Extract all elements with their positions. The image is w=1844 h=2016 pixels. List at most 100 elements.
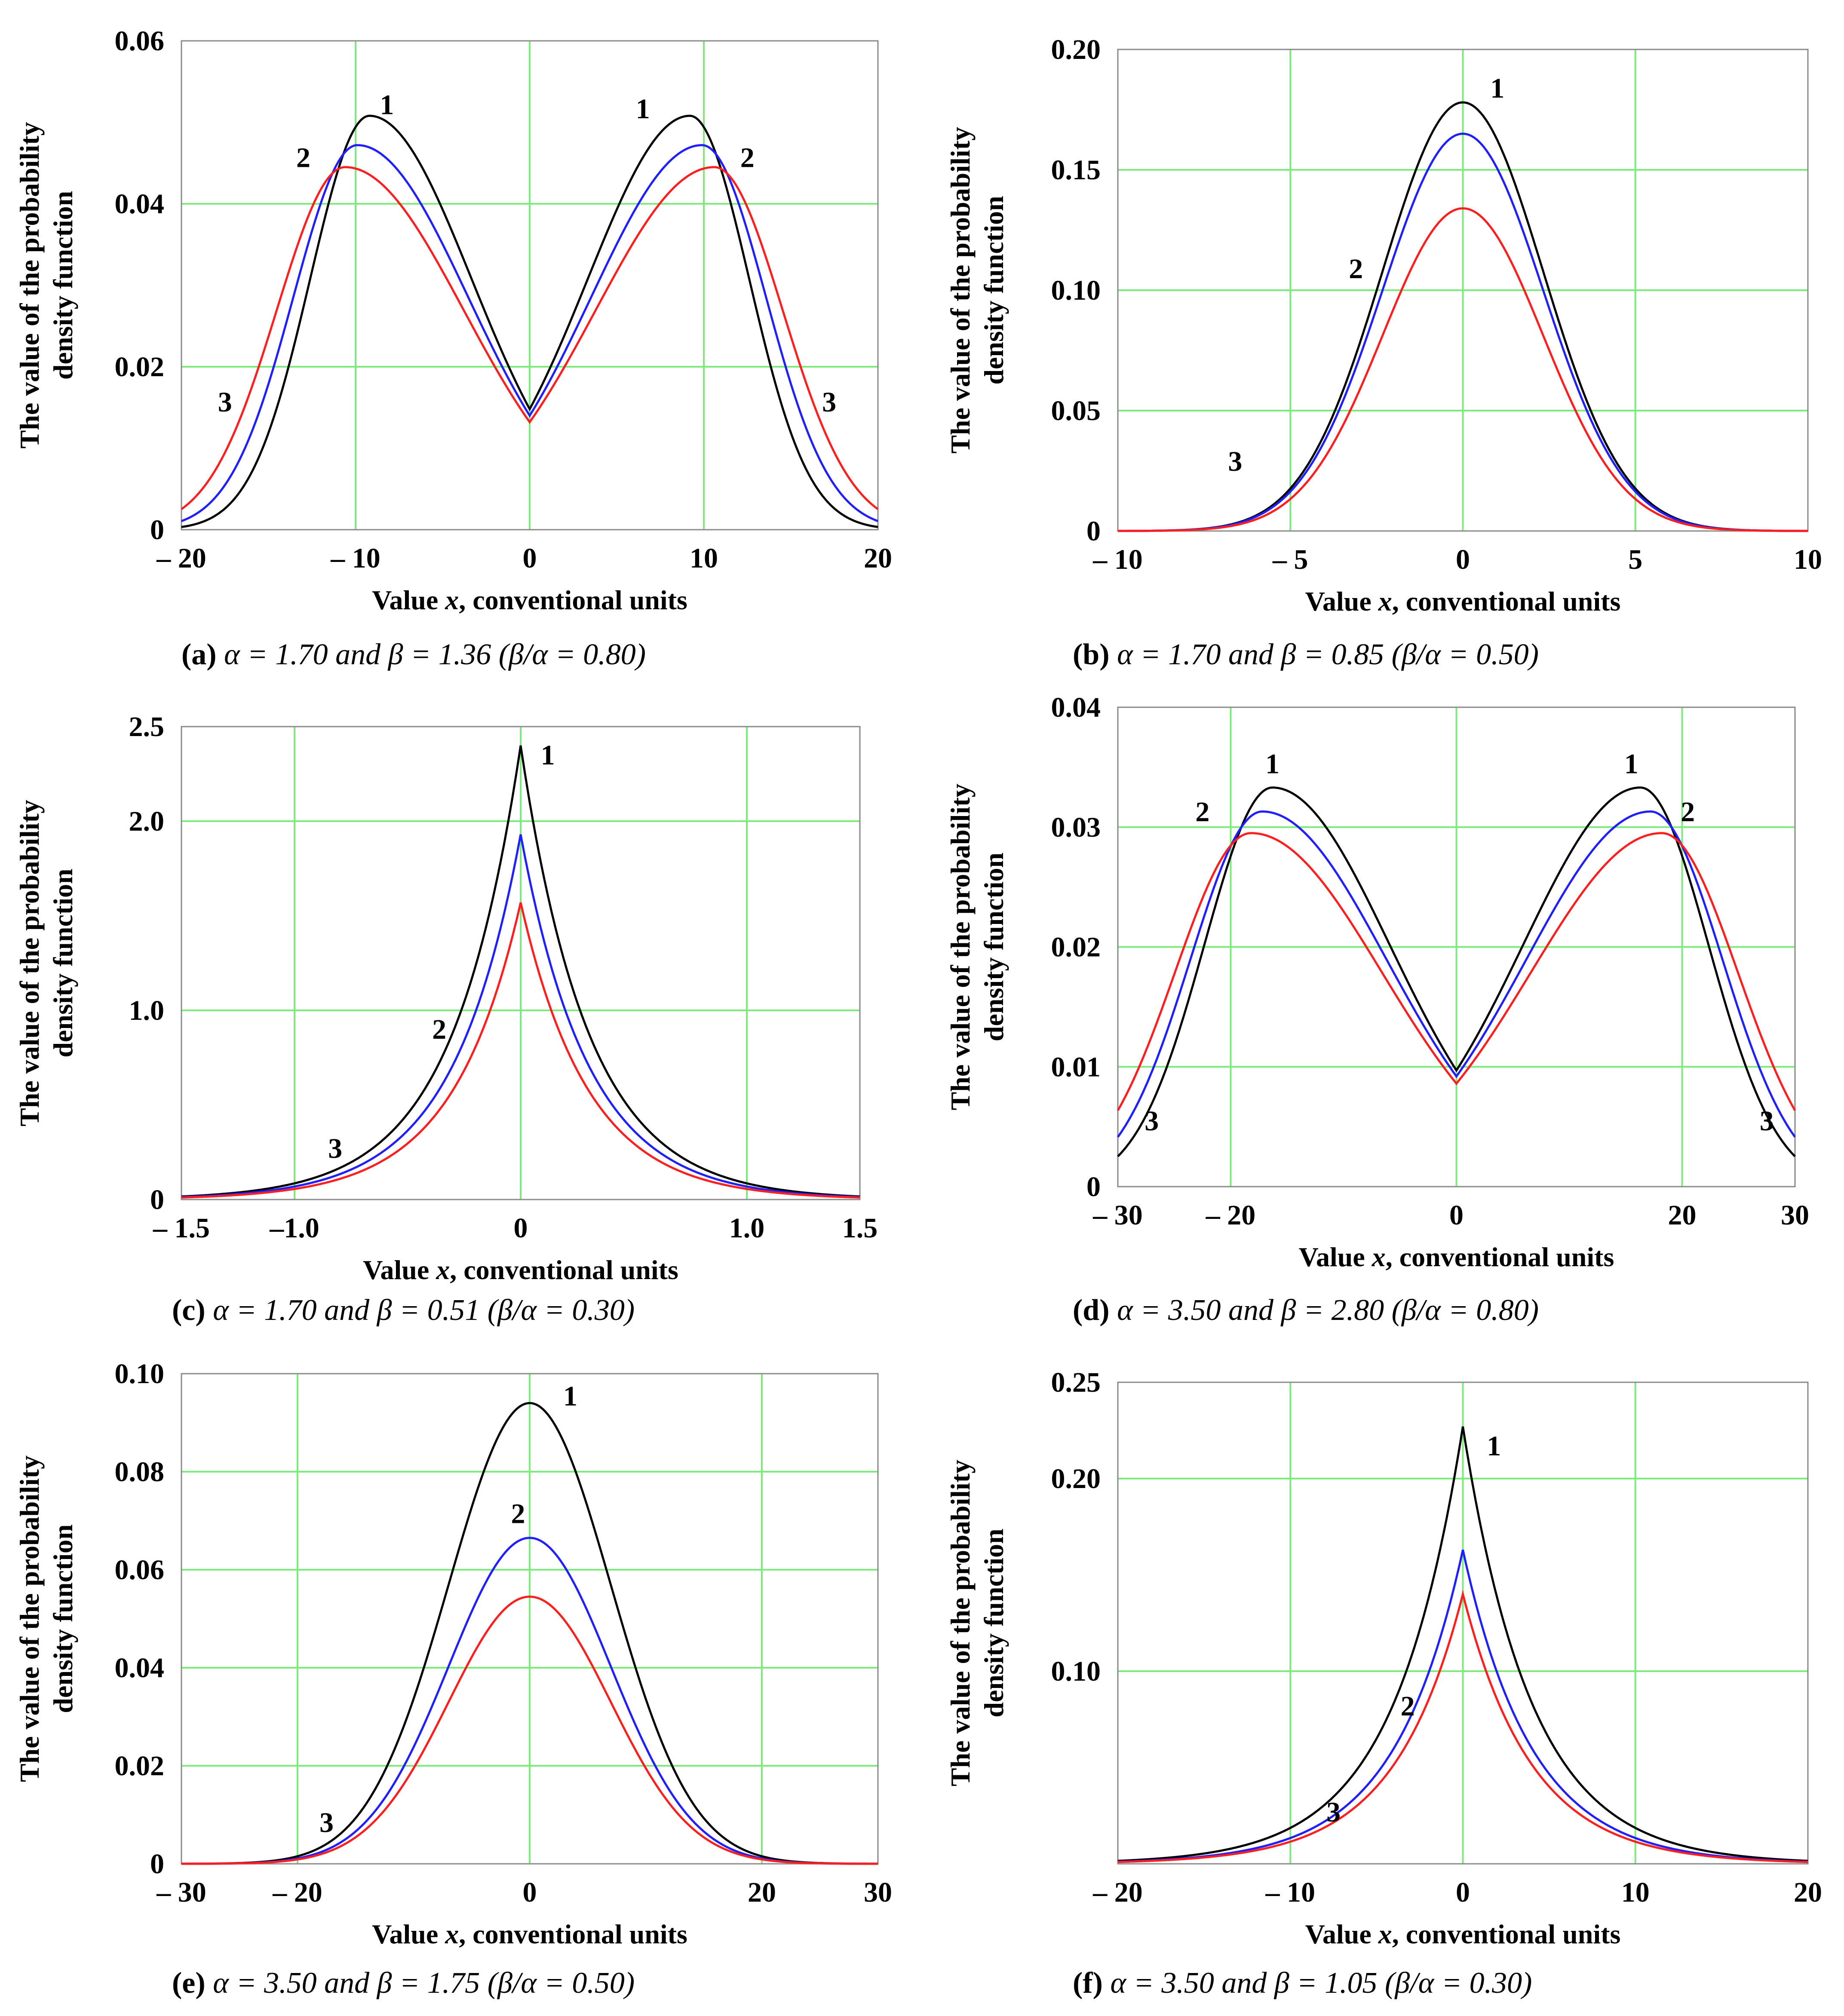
panel-caption: (f) α = 3.50 and β = 1.05 (β/α = 0.30): [1073, 1967, 1532, 2000]
x-tick-label: 1.5: [842, 1212, 878, 1244]
curve-label: 1: [636, 93, 650, 125]
y-axis-label-line2: density function: [48, 191, 78, 380]
curve-label: 3: [1228, 446, 1242, 477]
curve-label: 1: [380, 89, 394, 121]
panel-caption: (c) α = 1.70 and β = 0.51 (β/α = 0.30): [172, 1294, 635, 1327]
series-3-curve: [1117, 832, 1796, 1111]
y-tick-label: 0.15: [1051, 154, 1101, 186]
curve-label: 2: [296, 142, 310, 174]
x-tick-label: – 10: [1092, 544, 1143, 575]
chart-e: – 30 – 20 0 20 30 0 0.02 0.04 0.06 0.08 0.10 1 2 3 Val…: [14, 1358, 892, 2000]
series-3-curve: [1118, 207, 1808, 532]
y-tick-label: 0.20: [1051, 1463, 1101, 1494]
series-1-curve: [181, 114, 878, 528]
curve-label: 3: [1326, 1796, 1341, 1828]
chart-a: – 20 – 10 0 10 20 0 0.02 0.04 0.06 1 1 2 2 3 3 Value x,…: [14, 25, 892, 671]
x-axis-label: Value x, conventional units: [363, 1255, 678, 1285]
x-tick-label: – 30: [156, 1877, 206, 1908]
y-tick-label: 0.04: [115, 188, 165, 220]
y-tick-label: 0.04: [1051, 692, 1101, 723]
y-tick-label: 2.5: [129, 711, 165, 743]
y-tick-label: 0.10: [115, 1358, 165, 1390]
series-1-curve: [181, 1402, 878, 1865]
panel-caption: (d) α = 3.50 and β = 2.80 (β/α = 0.80): [1073, 1294, 1539, 1327]
x-tick-label: – 5: [1272, 544, 1308, 575]
chart-c: – 1.5 –1.0 0 1.0 1.5 0 1.0 2.0 2.5 1 2 3 Value x, co…: [14, 711, 878, 1327]
y-tick-label: 0.06: [115, 25, 165, 57]
x-tick-label: 10: [690, 543, 718, 574]
x-tick-label: 10: [1621, 1877, 1650, 1908]
curve-label: 1: [563, 1381, 577, 1412]
x-tick-label: –1.0: [269, 1212, 319, 1244]
series-1-curve: [181, 745, 860, 1198]
y-axis-label-line2: density function: [979, 853, 1009, 1041]
series-2-curve: [1117, 1550, 1808, 1863]
curve-label: 1: [541, 740, 555, 771]
y-tick-label: 0.04: [115, 1652, 165, 1684]
y-axis-label-line2: density function: [48, 868, 78, 1057]
x-tick-label: – 30: [1092, 1200, 1143, 1231]
plot-frame: [181, 726, 861, 1200]
curve-label: 3: [1760, 1105, 1774, 1137]
x-tick-label: – 20: [156, 543, 206, 574]
x-tick-label: 0: [514, 1212, 528, 1244]
y-tick-label: 0: [1086, 1171, 1101, 1203]
curve-label: 2: [1401, 1691, 1415, 1722]
series-2-curve: [1118, 132, 1808, 532]
y-tick-label: 0.02: [115, 351, 165, 383]
curve-label: 1: [1624, 748, 1638, 779]
curve-label: 2: [511, 1498, 525, 1530]
plot-frame: [1117, 1381, 1809, 1865]
series-3-curve: [181, 902, 860, 1199]
x-tick-label: 0: [523, 1877, 537, 1908]
series-3-curve: [181, 1596, 878, 1865]
x-tick-label: – 10: [1265, 1877, 1316, 1908]
y-tick-label: 0.05: [1051, 395, 1101, 427]
y-tick-label: 0: [150, 1184, 164, 1215]
y-tick-label: 0.20: [1051, 34, 1101, 65]
y-axis-label-line1: The value of the probability: [945, 784, 976, 1111]
y-axis-label-line1: The value of the probability: [945, 1460, 976, 1786]
x-axis-label: Value x, conventional units: [1305, 1919, 1621, 1949]
y-tick-label: 0.10: [1051, 275, 1101, 306]
x-axis-label: Value x, conventional units: [1305, 586, 1621, 617]
y-tick-label: 0: [150, 1848, 164, 1880]
y-tick-label: 0.02: [115, 1750, 165, 1782]
x-tick-label: 10: [1794, 544, 1822, 575]
y-axis-label-line2: density function: [979, 1528, 1009, 1717]
x-tick-label: 1.0: [729, 1212, 765, 1244]
curve-label: 3: [328, 1133, 342, 1164]
panel-caption: (b) α = 1.70 and β = 0.85 (β/α = 0.50): [1073, 638, 1539, 671]
y-tick-label: 2.0: [129, 806, 165, 837]
series-1-curve: [1117, 1426, 1808, 1862]
y-tick-label: 0: [1086, 516, 1101, 547]
y-axis-label-line1: The value of the probability: [14, 122, 45, 449]
curve-label: 2: [432, 1014, 446, 1045]
plot-frame: [181, 40, 879, 531]
x-axis-label: Value x, conventional units: [372, 1919, 687, 1949]
x-tick-label: – 20: [1092, 1877, 1143, 1908]
series-3-curve: [181, 166, 879, 510]
curve-label: 1: [1490, 73, 1504, 104]
x-tick-label: 20: [1668, 1200, 1697, 1231]
series-3-curve: [1117, 1589, 1808, 1863]
curve-label: 2: [1349, 253, 1363, 285]
y-tick-label: 1.0: [129, 995, 165, 1026]
x-axis-label: Value x, conventional units: [372, 585, 687, 615]
x-tick-label: 20: [748, 1877, 776, 1908]
x-tick-label: 0: [1456, 1877, 1470, 1908]
x-tick-label: 30: [864, 1877, 892, 1908]
curve-label: 2: [1195, 796, 1209, 828]
plot-frame: [181, 1373, 879, 1865]
y-axis-label-line1: The value of the probability: [14, 800, 45, 1126]
y-tick-label: 0.06: [115, 1554, 165, 1586]
chart-d: – 30 – 20 0 20 30 0 0.01 0.02 0.03 0.04 1 1 2 2 3 3 Valu…: [945, 692, 1809, 1327]
x-tick-label: 20: [864, 543, 892, 574]
y-tick-label: 0.01: [1051, 1051, 1101, 1083]
curve-label: 2: [740, 142, 755, 174]
curve-label: 1: [1487, 1430, 1501, 1462]
series-2-curve: [181, 834, 860, 1198]
series-2-curve: [181, 144, 878, 522]
x-axis-label: Value x, conventional units: [1299, 1242, 1614, 1272]
